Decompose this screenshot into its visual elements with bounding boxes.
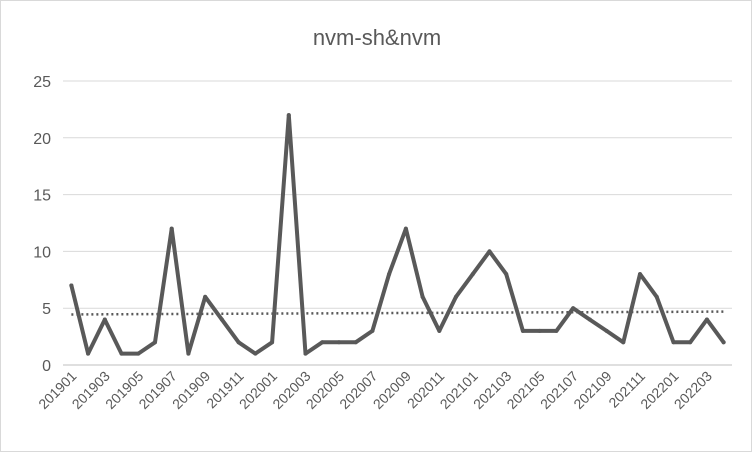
trendline-layer [71,310,724,316]
data-point-202004 [320,340,325,345]
data-point-202107 [571,306,576,311]
y-tick-label-15: 15 [33,188,51,205]
data-point-202109 [604,328,609,333]
trendline [71,310,724,316]
x-tick-label-202203: 202203 [671,368,715,412]
data-point-202101 [470,272,475,277]
x-tick-label-202109: 202109 [570,368,614,412]
data-point-202103 [504,272,509,277]
data-point-202005 [336,340,341,345]
data-point-202012 [454,294,459,299]
x-tick-label-202009: 202009 [370,368,414,412]
y-tick-label-0: 0 [42,358,51,375]
data-point-202102 [487,249,492,254]
data-point-202105 [537,328,542,333]
data-point-201901 [69,283,74,288]
data-point-202108 [587,317,592,322]
data-point-202003 [303,351,308,356]
y-axis-tick-labels: 0 5 10 15 20 25 [33,74,51,375]
data-point-202202 [688,340,693,345]
y-tick-label-25: 25 [33,74,51,91]
data-point-201910 [219,317,224,322]
data-point-201908 [186,351,191,356]
data-point-201906 [152,340,157,345]
chart-title: nvm-sh&nvm [313,25,441,50]
data-point-202203 [704,317,709,322]
y-tick-label-20: 20 [33,131,51,148]
data-point-202010 [420,294,425,299]
data-point-202011 [437,328,442,333]
data-point-202008 [387,272,392,277]
y-tick-label-5: 5 [42,301,51,318]
data-point-201902 [86,351,91,356]
data-point-202001 [270,340,275,345]
series-line-0 [69,113,726,356]
data-point-202006 [353,340,358,345]
data-point-202002 [286,113,291,118]
data-point-201905 [136,351,141,356]
x-tick-label-201909: 201909 [169,368,213,412]
series-layer [69,113,726,356]
data-point-201903 [102,317,107,322]
data-point-201912 [253,351,258,356]
x-axis-tick-labels: 2019012019032019052019072019092019112020… [35,368,715,412]
data-point-201907 [169,226,174,231]
data-point-202007 [370,328,375,333]
data-point-202104 [520,328,525,333]
data-point-202110 [621,340,626,345]
data-point-202201 [671,340,676,345]
data-point-202112 [654,294,659,299]
gridlines [63,80,732,366]
y-tick-label-10: 10 [33,244,51,261]
data-point-201904 [119,351,124,356]
data-point-202204 [721,340,726,345]
data-point-201911 [236,340,241,345]
data-point-202106 [554,328,559,333]
data-point-202111 [638,272,643,277]
data-point-202009 [403,226,408,231]
data-point-201909 [203,294,208,299]
